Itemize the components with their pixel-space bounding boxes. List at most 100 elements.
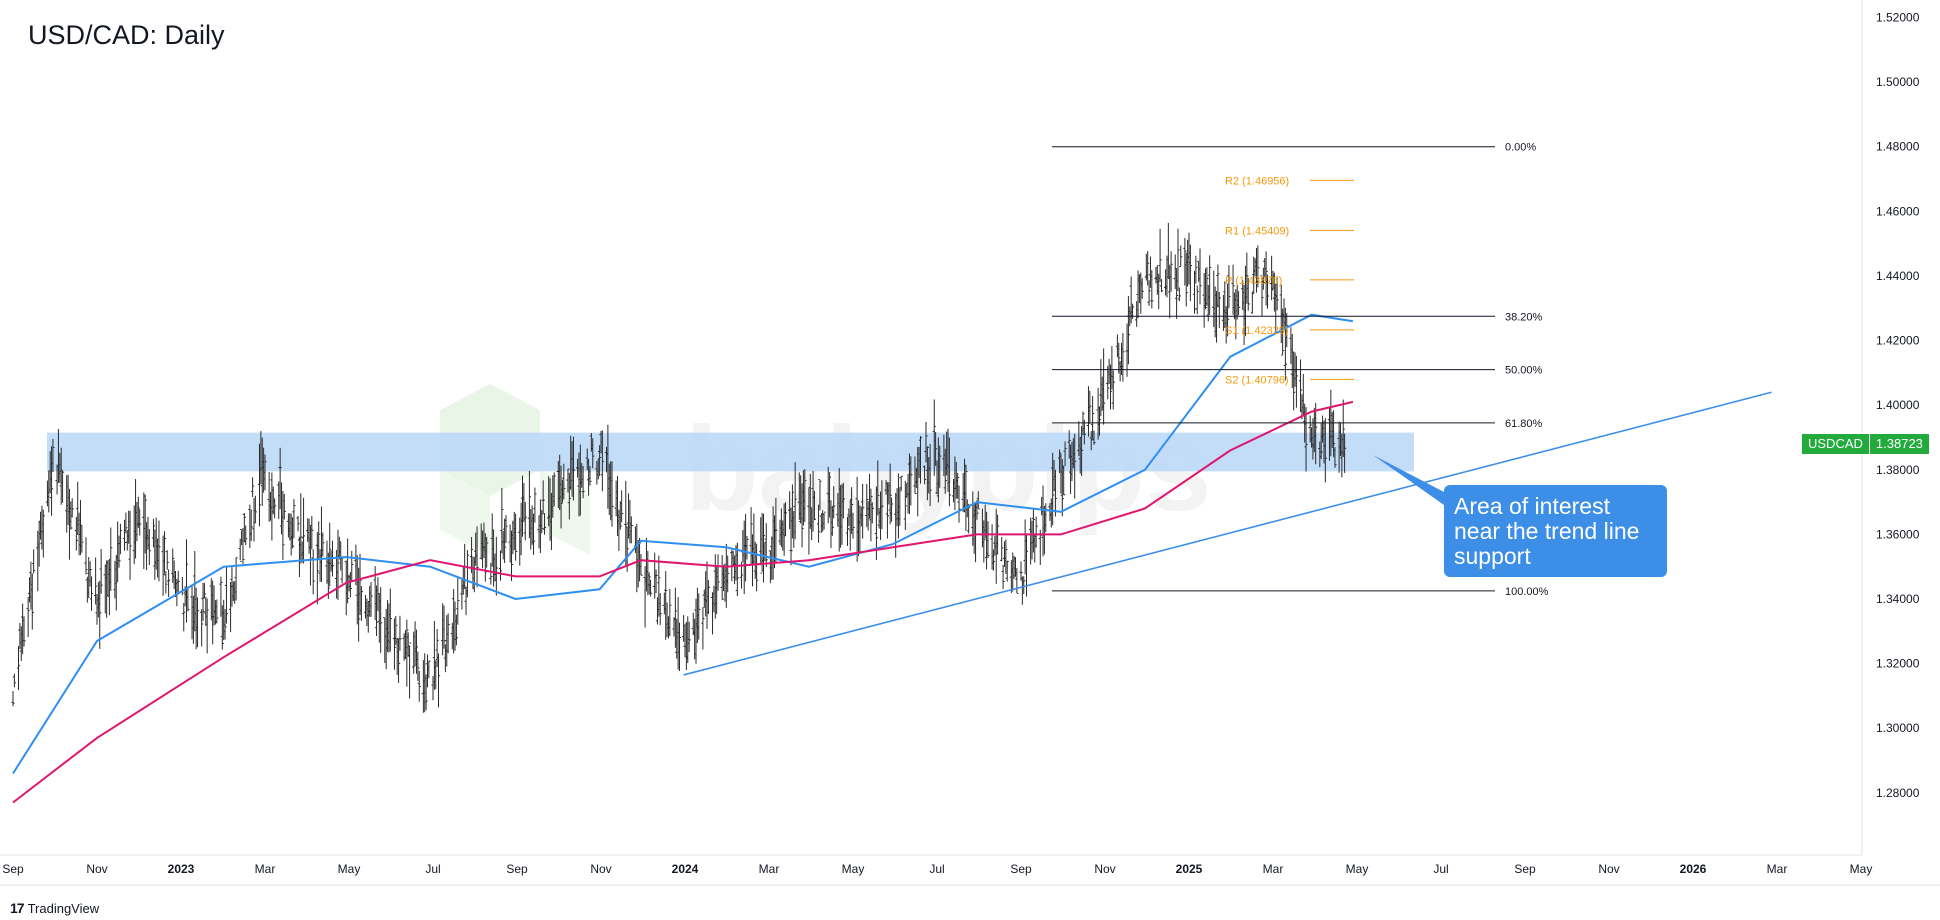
candle — [321, 532, 325, 557]
candle — [1236, 291, 1241, 316]
candle — [51, 438, 55, 473]
candle — [924, 421, 928, 463]
candle — [947, 437, 951, 507]
candle — [1333, 447, 1337, 468]
candle — [932, 399, 936, 476]
tradingview-brand[interactable]: 17 TradingView — [10, 900, 99, 916]
candle — [566, 468, 570, 493]
candle — [202, 582, 207, 599]
candle — [629, 516, 633, 544]
chart-title: USD/CAD: Daily — [28, 20, 225, 50]
candle — [32, 549, 36, 574]
pivot-level-label: R1 (1.45409) — [1225, 225, 1289, 237]
candle — [701, 606, 705, 650]
candle — [346, 538, 350, 604]
candle — [673, 587, 677, 648]
candle — [523, 501, 527, 541]
candle — [885, 482, 890, 539]
candle — [223, 609, 227, 640]
candle — [263, 454, 267, 491]
candle — [943, 448, 947, 494]
candle — [238, 538, 242, 562]
candle — [88, 561, 92, 587]
y-tick-label: 1.50000 — [1876, 75, 1920, 89]
candle — [278, 447, 282, 510]
candle — [668, 588, 672, 636]
candle — [654, 569, 658, 594]
candle — [1092, 430, 1096, 445]
candle — [841, 482, 845, 519]
x-tick-label: Jul — [929, 862, 944, 876]
candle — [808, 473, 812, 529]
candle — [242, 513, 246, 543]
candle — [1019, 561, 1023, 581]
callout-pointer — [1373, 455, 1444, 505]
x-tick-label: Sep — [1514, 862, 1536, 876]
candle — [182, 603, 186, 632]
sma-slow-line — [12, 400, 1354, 804]
candle — [11, 691, 15, 707]
y-tick-label: 1.32000 — [1876, 657, 1920, 671]
candle — [282, 493, 286, 520]
candle — [147, 529, 151, 566]
candle — [1205, 267, 1209, 306]
candle — [446, 613, 450, 654]
candle — [938, 445, 942, 488]
candle — [1097, 406, 1102, 436]
candle — [392, 618, 397, 670]
candle — [1294, 355, 1299, 408]
candle — [396, 639, 401, 683]
candle — [899, 475, 903, 492]
candle — [176, 570, 180, 593]
y-tick-label: 1.30000 — [1876, 721, 1920, 735]
candle — [591, 438, 595, 469]
candle — [1260, 275, 1264, 317]
candle — [244, 525, 248, 546]
candle — [251, 477, 255, 498]
candle — [1140, 278, 1144, 299]
candle — [424, 674, 428, 711]
candle — [559, 465, 563, 529]
candle — [1231, 264, 1235, 315]
x-tick-label: Sep — [506, 862, 528, 876]
candle — [60, 469, 65, 503]
candle — [1158, 228, 1162, 282]
candle — [531, 513, 536, 555]
candle — [416, 651, 420, 681]
candle — [99, 549, 103, 594]
candle — [454, 614, 459, 646]
candle — [1208, 255, 1212, 316]
candle — [1004, 539, 1008, 574]
candle — [598, 445, 602, 477]
candle — [296, 515, 300, 532]
candle — [832, 486, 836, 519]
candle — [1250, 291, 1254, 314]
candle — [1194, 255, 1198, 284]
candle — [328, 522, 332, 587]
candle — [165, 550, 169, 570]
x-tick-label: Mar — [1263, 862, 1284, 876]
candle — [1264, 251, 1268, 306]
candle — [317, 521, 321, 559]
candle — [1292, 351, 1296, 411]
x-tick-label: May — [1346, 862, 1369, 876]
candle — [957, 485, 961, 523]
candle — [1088, 390, 1092, 424]
x-tick-label: May — [338, 862, 361, 876]
candle — [315, 532, 319, 605]
candle — [195, 597, 200, 648]
trend-line — [683, 391, 1772, 676]
y-tick-label: 1.28000 — [1876, 786, 1920, 800]
tradingview-logo-icon: 17 — [10, 900, 25, 916]
candle — [1121, 333, 1125, 382]
y-tick-label: 1.46000 — [1876, 204, 1920, 218]
candle — [1063, 441, 1067, 467]
candle — [124, 512, 128, 534]
candle — [485, 536, 489, 568]
candle — [55, 464, 59, 495]
candle — [1217, 292, 1221, 328]
fib-level-label: 50.00% — [1505, 365, 1543, 377]
candle — [89, 576, 94, 611]
candle — [1314, 402, 1318, 465]
candle — [143, 494, 147, 554]
